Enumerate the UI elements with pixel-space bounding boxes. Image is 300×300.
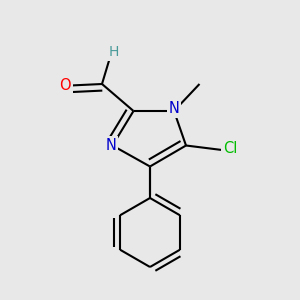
Text: O: O [59, 78, 71, 93]
Text: H: H [108, 46, 118, 59]
Text: N: N [169, 101, 179, 116]
Text: Cl: Cl [223, 141, 238, 156]
Text: N: N [106, 138, 116, 153]
